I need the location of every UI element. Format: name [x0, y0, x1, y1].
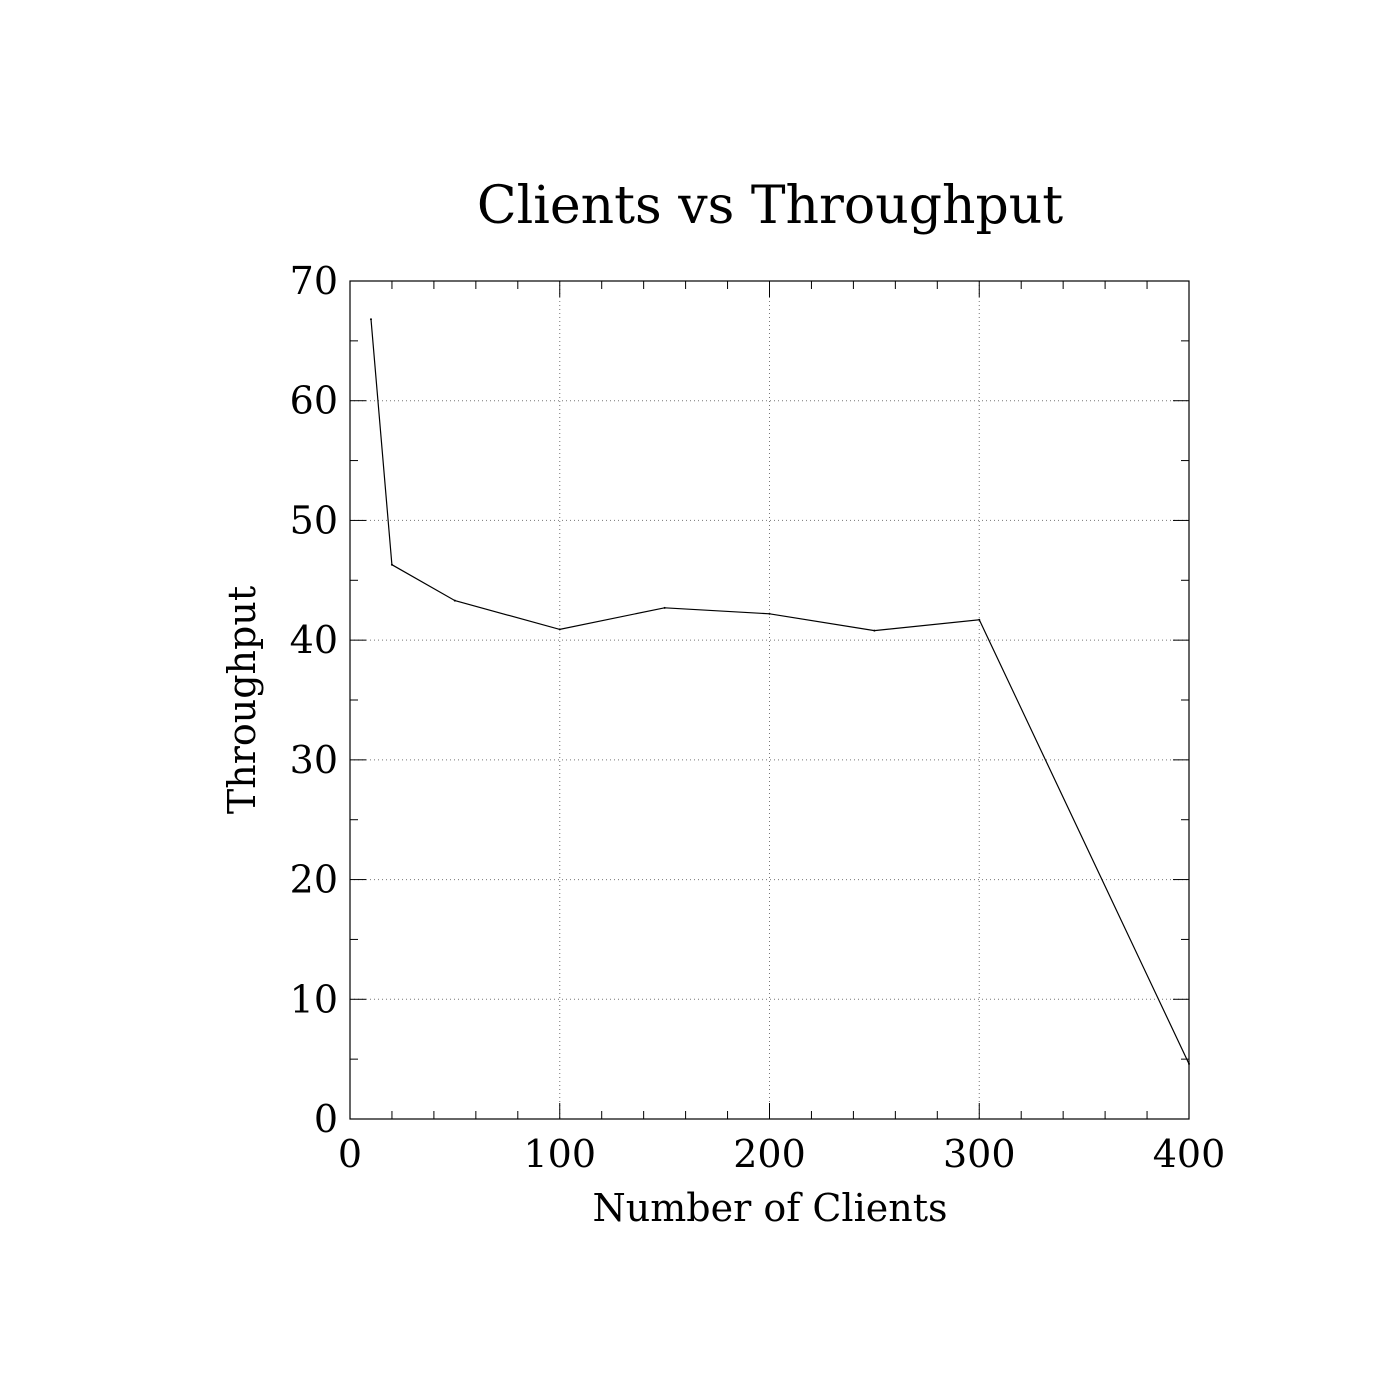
x-tick-label: 300: [943, 1132, 1016, 1176]
y-tick-label: 50: [290, 498, 338, 542]
y-tick-label: 40: [290, 618, 338, 662]
data-point: [1188, 1062, 1190, 1065]
data-point: [663, 606, 666, 609]
y-tick-label: 20: [290, 858, 338, 902]
data-point: [453, 599, 456, 602]
y-tick-label: 0: [314, 1097, 338, 1141]
data-point: [873, 629, 876, 632]
x-tick-label: 200: [733, 1132, 806, 1176]
x-tick-label: 0: [338, 1132, 362, 1176]
plot-area-frame: [349, 280, 1190, 1120]
y-tick-label: 10: [290, 977, 338, 1021]
data-point: [978, 618, 981, 621]
x-tick-labels: 0 100 200 300 400: [338, 1132, 1225, 1176]
data-point: [558, 628, 561, 631]
data-point: [369, 318, 372, 321]
x-tick-label: 400: [1153, 1132, 1226, 1176]
y-tick-label: 30: [290, 738, 338, 782]
data-point: [390, 563, 393, 566]
data-points: [369, 318, 1190, 1065]
x-axis-label: Number of Clients: [593, 1186, 948, 1230]
y-axis-label: Throughput: [220, 586, 264, 814]
chart-title: Clients vs Throughput: [477, 176, 1063, 236]
data-point: [768, 612, 771, 615]
y-tick-labels: 0 10 20 30 40 50 60 70: [290, 259, 338, 1141]
x-tick-label: 100: [523, 1132, 596, 1176]
y-tick-label: 60: [290, 379, 338, 423]
y-tick-label: 70: [290, 259, 338, 303]
